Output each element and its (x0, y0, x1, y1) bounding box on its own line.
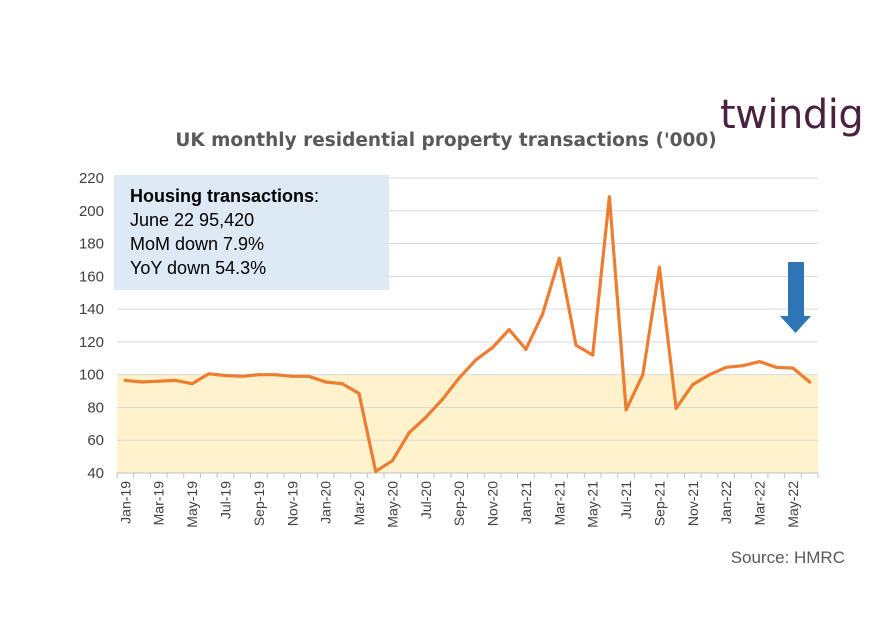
x-tick-label: Mar-20 (351, 481, 367, 526)
x-tick-label: May-20 (384, 481, 400, 528)
data-point (190, 382, 194, 386)
data-point (307, 374, 311, 378)
data-point (424, 415, 428, 419)
x-tick-label: Nov-21 (685, 481, 701, 526)
x-tick-label: Jan-19 (117, 481, 133, 524)
annotation-heading: Housing transactions: (130, 186, 319, 206)
data-point (624, 408, 628, 412)
annotation-line-3: YoY down 54.3% (130, 258, 266, 278)
annotation-line-1: June 22 95,420 (130, 210, 254, 230)
data-point (757, 359, 762, 364)
x-tick-label: Nov-20 (485, 481, 501, 526)
y-tick-label: 100 (79, 367, 104, 384)
data-point (173, 378, 178, 383)
y-tick-label: 200 (79, 203, 104, 220)
x-tick-label: May-22 (785, 481, 801, 528)
data-point (657, 265, 662, 269)
data-point (324, 380, 328, 384)
down-arrow-icon (780, 262, 811, 333)
x-tick-label: Jul-20 (418, 481, 434, 519)
data-point (774, 365, 778, 369)
data-point (407, 431, 411, 435)
data-point (457, 376, 461, 380)
data-point (257, 373, 261, 377)
data-point (507, 327, 511, 332)
series-layer (123, 195, 812, 473)
series-line (123, 195, 812, 473)
x-tick-label: May-21 (585, 481, 601, 528)
data-point (340, 382, 344, 386)
data-point (607, 195, 611, 199)
data-point (440, 397, 445, 401)
data-point (741, 364, 745, 368)
data-point (591, 353, 595, 357)
y-tick-label: 40 (87, 465, 104, 482)
twindig-logo: twindig (720, 92, 864, 138)
x-tick-label: Jul-21 (618, 481, 634, 519)
data-point (223, 373, 228, 378)
data-point (123, 378, 127, 383)
data-point (557, 256, 561, 260)
data-point (357, 391, 361, 396)
x-tick-label: Mar-19 (151, 481, 167, 526)
chart-title: UK monthly residential property transact… (175, 130, 716, 151)
source-label: Source: HMRC (731, 548, 845, 567)
shaded-band (117, 374, 818, 473)
data-point (374, 469, 378, 473)
data-point (808, 380, 812, 384)
x-tick-label: Sep-20 (451, 481, 467, 526)
data-point (791, 366, 795, 370)
data-point (574, 343, 578, 347)
x-tick-label: Nov-19 (284, 481, 300, 526)
data-point (490, 346, 495, 350)
y-tick-label: 220 (79, 170, 104, 187)
data-point (524, 347, 528, 351)
annotation-line-2: MoM down 7.9% (130, 234, 264, 254)
data-point (290, 374, 294, 378)
y-tick-label: 60 (87, 432, 104, 449)
shaded-band-layer (117, 374, 818, 473)
data-point (390, 459, 394, 463)
y-axis: 40 60 80 100 120 140 160 180 200 220 (79, 170, 104, 482)
data-point (157, 379, 161, 383)
y-tick-label: 160 (79, 268, 104, 285)
annotation-background (114, 175, 389, 290)
x-tick-label: Jan-22 (718, 481, 734, 524)
annotation-heading-text: Housing transactions (130, 186, 314, 206)
x-tick-label: Jul-19 (217, 481, 233, 519)
annotation-heading-colon: : (314, 186, 319, 206)
data-point (474, 358, 478, 362)
y-tick-label: 140 (79, 301, 104, 318)
data-point (691, 382, 695, 387)
x-tick-label: Jan-20 (318, 481, 334, 524)
data-point (674, 406, 678, 410)
x-tick-label: Sep-19 (251, 481, 267, 526)
data-point (641, 373, 645, 377)
x-tick-label: May-19 (184, 481, 200, 528)
y-tick-label: 120 (79, 334, 104, 351)
data-point (707, 373, 712, 377)
annotation-box: Housing transactions: June 22 95,420 MoM… (114, 175, 389, 290)
data-point (207, 372, 211, 376)
y-tick-label: 80 (87, 399, 104, 416)
data-point (240, 374, 244, 378)
x-tick-label: Sep-21 (651, 481, 667, 526)
data-point (724, 365, 728, 369)
data-point (140, 380, 144, 384)
x-tick-label: Mar-21 (551, 481, 567, 526)
x-axis: Jan-19 Mar-19 May-19 Jul-19 Sep-19 Nov-19 Jan-… (116, 472, 819, 528)
data-point (273, 373, 278, 377)
y-tick-label: 180 (79, 236, 104, 253)
data-point (541, 312, 545, 316)
x-tick-label: Mar-22 (752, 481, 768, 526)
x-tick-label: Jan-21 (518, 481, 534, 524)
